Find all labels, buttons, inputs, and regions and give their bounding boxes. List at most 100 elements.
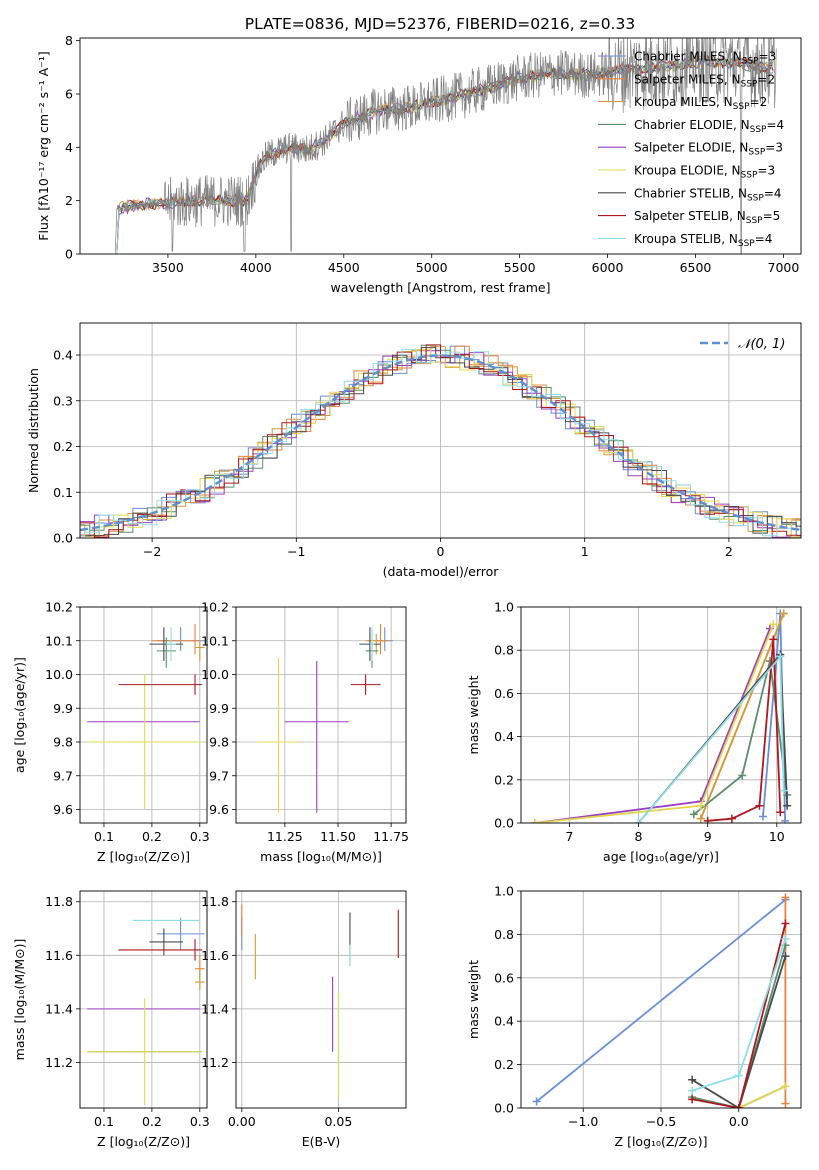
- plot-area: [87, 917, 205, 1106]
- panel-5: 7 8 9 10 0.0 0.2 0.4 0.6 0.8 1.0 age [log₁₀(age/yr…: [466, 600, 802, 864]
- error-bar-point: [284, 661, 349, 813]
- legend-suffix: =4: [764, 186, 782, 200]
- x-tick-label: 8: [635, 829, 643, 844]
- plot-area: [530, 609, 792, 823]
- x-tick-label: 4000: [240, 260, 272, 275]
- legend-entry: Salpeter MILES, NSSP=2: [634, 72, 775, 89]
- legend-entry: 𝒩(0, 1): [738, 337, 785, 352]
- error-bar-point: [350, 674, 381, 695]
- x-tick-label: 1: [581, 544, 589, 559]
- error-bar-point: [156, 917, 205, 950]
- panel-6: 0.1 0.2 0.3 11.2 11.4 11.6 11.8 Z [log₁₀(Z/Z⊙)]…: [12, 890, 210, 1149]
- y-tick-label: 10.2: [201, 600, 229, 615]
- legend-entry: Chabrier MILES, NSSP=3: [634, 50, 776, 67]
- normal-reference-curve: [80, 354, 801, 532]
- y-tick-label: 9.7: [53, 768, 73, 783]
- x-tick-label: 0.05: [324, 1114, 352, 1129]
- y-axis-label: age [log₁₀(age/yr)]: [12, 657, 27, 773]
- weight-line-2: [699, 613, 785, 820]
- plus-marker: [781, 919, 790, 928]
- x-tick-label: 9: [704, 829, 712, 844]
- plot-area: [80, 344, 801, 538]
- plus-marker: [781, 1099, 790, 1108]
- legend-suffix: =3: [765, 141, 783, 155]
- legend-sub: SSP: [741, 79, 758, 89]
- axes-frame: [520, 890, 802, 1109]
- plus-marker: [734, 1071, 743, 1080]
- plus-marker: [769, 635, 778, 644]
- weight-line-5: [534, 623, 775, 823]
- plot-area: [257, 623, 394, 813]
- plus-marker: [727, 814, 736, 823]
- y-axis-label: Normed distribution: [26, 368, 41, 493]
- error-bar-point: [257, 657, 300, 813]
- panel-3: 0.1 0.2 0.3 9.6 9.7 9.8 9.9 10.0 10.1 10.2 Z [log₁…: [12, 600, 210, 865]
- y-tick-label: 6: [65, 87, 73, 102]
- error-bar-point: [166, 627, 176, 661]
- y-tick-label: 0.3: [53, 393, 73, 408]
- legend-suffix: =3: [759, 50, 777, 64]
- x-tick-label: 4500: [328, 260, 360, 275]
- residual-histogram-6: [80, 347, 801, 537]
- plus-marker: [738, 771, 747, 780]
- x-tick-label: 6500: [680, 260, 712, 275]
- y-tick-label: 9.9: [209, 701, 229, 716]
- x-axis-label: Z [log₁₀(Z/Z⊙)]: [615, 1134, 708, 1149]
- plot-layer: 3500 4000 4500 5000 5500 6000 6500 7000 0 2 4 6 8 wav…: [12, 33, 802, 1149]
- figure-title: PLATE=0836, MJD=52376, FIBERID=0216, z=0…: [245, 15, 635, 33]
- error-bar-point: [195, 974, 205, 991]
- y-tick-label: 0.2: [494, 772, 514, 787]
- y-tick-label: 11.4: [201, 1001, 229, 1016]
- plus-marker: [783, 801, 792, 810]
- weight-line-4: [534, 628, 771, 823]
- x-axis-label: age [log₁₀(age/yr)]: [603, 849, 719, 864]
- x-tick-label: 0.1: [94, 1114, 114, 1129]
- plus-marker: [688, 1086, 697, 1095]
- y-tick-label: 11.6: [45, 948, 73, 963]
- x-tick-label: 2: [725, 544, 733, 559]
- error-bar-point: [149, 928, 184, 956]
- error-bar-point: [369, 627, 375, 661]
- y-tick-label: 10.0: [45, 667, 73, 682]
- legend-entry: Kroupa MILES, NSSP=2: [634, 95, 767, 112]
- legend-sub: SSP: [747, 193, 764, 203]
- y-tick-label: 9.9: [53, 701, 73, 716]
- x-tick-label: 5000: [416, 260, 448, 275]
- axes-frame: [235, 606, 407, 824]
- plot-area: [114, 38, 777, 254]
- y-tick-label: 11.2: [201, 1055, 229, 1070]
- plus-marker: [689, 810, 698, 819]
- plot-area: [87, 623, 205, 810]
- y-tick-label: 0.4: [494, 729, 514, 744]
- residual-histogram-0: [80, 345, 801, 537]
- y-tick-label: 8: [65, 33, 73, 48]
- weight-line-8: [637, 654, 785, 823]
- y-tick-label: 0.0: [53, 531, 73, 546]
- error-bar-point: [118, 939, 203, 961]
- plus-marker: [776, 652, 785, 661]
- panel-2: −2 −1 0 1 2 0.0 0.1 0.2 0.3 0.4 (data-model)/error…: [26, 322, 802, 579]
- plot-area: [532, 893, 790, 1108]
- y-tick-label: 11.6: [201, 948, 229, 963]
- legend-label: Salpeter MILES, N: [634, 72, 741, 86]
- y-tick-label: 11.2: [45, 1055, 73, 1070]
- legend-entry: Chabrier ELODIE, NSSP=4: [634, 118, 784, 135]
- legend-label: Kroupa MILES, N: [634, 95, 733, 109]
- plus-marker: [758, 812, 767, 821]
- legend-suffix: =5: [763, 209, 781, 223]
- x-tick-label: 5500: [504, 260, 536, 275]
- weight-line-3: [691, 945, 787, 1108]
- plus-marker: [703, 816, 712, 823]
- legend-entry: Salpeter STELIB, NSSP=5: [634, 209, 780, 226]
- y-tick-label: 0.8: [494, 927, 514, 942]
- plus-marker: [781, 934, 790, 943]
- legend-label: Chabrier MILES, N: [634, 50, 742, 64]
- plus-marker: [696, 814, 705, 823]
- axes-frame: [79, 606, 208, 824]
- x-tick-label: −1.0: [568, 1114, 598, 1129]
- legend-label: Kroupa ELODIE, N: [634, 164, 741, 178]
- x-tick-label: 7: [565, 829, 573, 844]
- legend-sub: SSP: [750, 125, 767, 135]
